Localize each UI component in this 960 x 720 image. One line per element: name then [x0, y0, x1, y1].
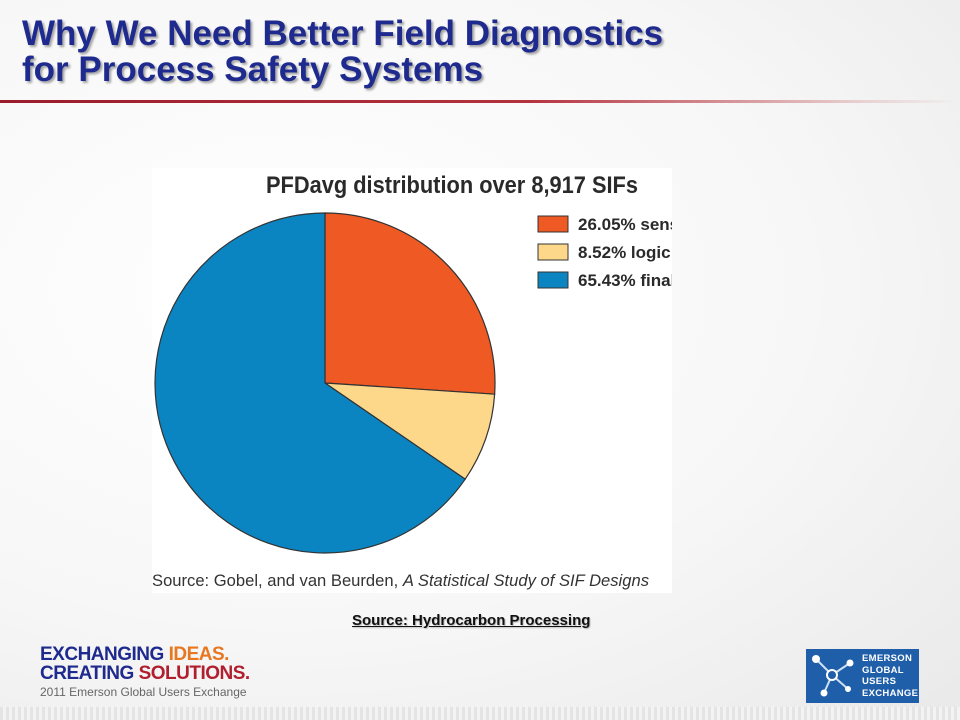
- chart-source-prefix: Source: Gobel, and van Beurden,: [152, 571, 403, 590]
- title-line-1: Why We Need Better Field Diagnostics: [22, 14, 664, 53]
- title-underline-rule: [0, 100, 960, 103]
- pie-slice-2: [154, 212, 467, 554]
- logo-wordmark: EMERSON GLOBAL USERS EXCHANGE: [862, 653, 918, 699]
- tagline-exchanging: EXCHANGING: [40, 644, 169, 665]
- legend-swatch-0: [537, 215, 569, 233]
- tagline-creating: CREATING: [40, 663, 139, 684]
- tagline-subtitle: 2011 Emerson Global Users Exchange: [40, 685, 247, 699]
- slide-title: Why We Need Better Field Diagnostics for…: [22, 16, 922, 88]
- pie-slice-1: [322, 382, 496, 481]
- pie-chart: PFDavg distribution over 8,917 SIFs 26.0…: [152, 172, 672, 590]
- emerson-exchange-logo: EMERSON GLOBAL USERS EXCHANGE: [806, 649, 919, 703]
- legend-swatch-1: [537, 243, 569, 261]
- legend-label-0: 26.05% sensor(s): [578, 215, 672, 234]
- legend-label-1: 8.52% logic solver: [578, 243, 672, 262]
- pie-slices: [154, 212, 496, 554]
- legend-swatch-2: [537, 271, 569, 289]
- chart-legend: 26.05% sensor(s) 8.52% logic solver 65.43%…: [537, 215, 672, 290]
- tagline-ideas: IDEAS.: [168, 644, 230, 665]
- pie-slice-0: [324, 212, 496, 395]
- logo-line: USERS: [862, 676, 897, 687]
- tagline-solutions: SOLUTIONS.: [138, 663, 251, 684]
- chart-source-work: A Statistical Study of SIF Designs: [402, 571, 650, 590]
- event-tagline: EXCHANGING IDEAS. CREATING SOLUTIONS. 20…: [40, 645, 250, 699]
- network-logo-icon: [812, 655, 854, 697]
- source-note: Source: Hydrocarbon Processing: [352, 612, 591, 629]
- logo-line: GLOBAL: [862, 664, 904, 676]
- chart-title: PFDavg distribution over 8,917 SIFs: [266, 172, 638, 199]
- title-line-2: for Process Safety Systems: [22, 50, 484, 89]
- tagline-row-1: EXCHANGING IDEAS.: [40, 645, 250, 664]
- pie-chart-panel: PFDavg distribution over 8,917 SIFs 26.0…: [152, 168, 672, 593]
- legend-label-2: 65.43% final elements(s): [578, 271, 672, 290]
- logo-line: EXCHANGE: [862, 687, 919, 699]
- chart-source: Source: Gobel, and van Beurden, A Statis…: [152, 571, 649, 590]
- footer-band: [0, 707, 960, 720]
- logo-line: EMERSON: [862, 653, 913, 664]
- tagline-row-2: CREATING SOLUTIONS.: [40, 664, 250, 683]
